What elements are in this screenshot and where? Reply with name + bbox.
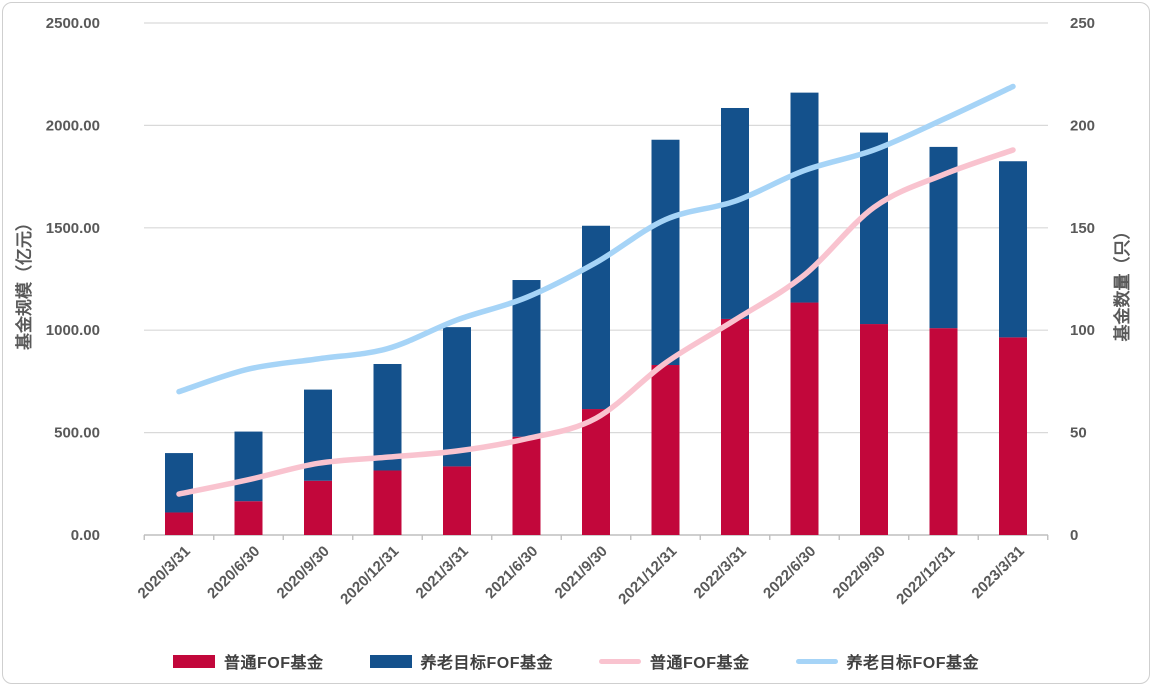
legend-item-bar-putong: 普通FOF基金 [173, 649, 324, 673]
bar-segment-putong-fof [165, 512, 193, 535]
left-axis-tick-label: 0.00 [71, 527, 100, 544]
right-axis-tick-label: 100 [1070, 322, 1095, 339]
bar-segment-yanglao-fof [443, 327, 471, 467]
bar-segment-yanglao-fof [721, 107, 749, 319]
legend-skyblue-line-swatch [795, 658, 838, 664]
legend-label: 普通FOF基金 [650, 655, 750, 672]
legend-item-line-yanglao: 养老目标FOF基金 [795, 649, 980, 673]
bar-segment-yanglao-fof [582, 225, 610, 410]
x-axis-category-label: 2020/3/31 [135, 543, 194, 602]
bar-segment-yanglao-fof [165, 453, 193, 513]
x-axis-category-label: 2020/9/30 [274, 543, 333, 602]
line-putong-fof-count [176, 147, 1016, 497]
bar-segment-putong-fof [721, 318, 749, 535]
right-axis-tick-label: 250 [1070, 15, 1095, 32]
x-axis-category-label: 2020/12/31 [337, 543, 402, 608]
left-axis-tick-label: 1000.00 [46, 322, 100, 339]
bar-segment-putong-fof [790, 302, 819, 535]
x-axis-category-label: 2021/6/30 [482, 543, 541, 602]
bar-segment-yanglao-fof [512, 280, 541, 437]
x-axis-category-label: 2021/12/31 [615, 543, 680, 608]
legend-label: 养老目标FOF基金 [846, 655, 979, 672]
bar-segment-yanglao-fof [651, 139, 680, 366]
right-axis-tick-label: 150 [1070, 220, 1095, 237]
bar-segment-putong-fof [373, 470, 402, 535]
bar-segment-yanglao-fof [373, 363, 402, 471]
bar-segment-yanglao-fof [790, 92, 819, 303]
legend-red-bar-swatch [173, 654, 215, 668]
x-axis-category-label: 2020/6/30 [204, 543, 263, 602]
left-axis-tick-label: 500.00 [54, 425, 100, 442]
right-axis-title: 基金数量（只） [1112, 223, 1132, 343]
legend-item-bar-yanglao: 养老目标FOF基金 [369, 649, 554, 673]
x-axis-category-label: 2022/6/30 [760, 543, 819, 602]
x-axis-category-label: 2023/3/31 [969, 543, 1028, 602]
right-axis-tick-label: 50 [1070, 425, 1087, 442]
x-axis-category-label: 2022/9/30 [830, 543, 889, 602]
x-axis-category-label: 2022/12/31 [893, 543, 958, 608]
bar-segment-putong-fof [304, 480, 332, 535]
bar-segment-putong-fof [929, 328, 958, 535]
left-axis-tick-label: 2000.00 [46, 117, 100, 134]
legend-pink-line-swatch [599, 658, 641, 664]
right-axis-tick-label: 0 [1070, 527, 1078, 544]
bar-segment-putong-fof [999, 337, 1027, 535]
line-yanglao-fof-count [176, 83, 1016, 395]
bar-segment-yanglao-fof [860, 132, 888, 325]
legend-label: 普通FOF基金 [224, 655, 324, 672]
right-axis-tick-label: 200 [1070, 117, 1095, 134]
legend-item-line-putong: 普通FOF基金 [599, 649, 750, 673]
left-axis-title: 基金规模（亿元） [14, 214, 34, 351]
bar-segment-yanglao-fof [234, 431, 263, 502]
x-axis-category-label: 2021/9/30 [552, 543, 611, 602]
chart-legend: 普通FOF基金 养老目标FOF基金 普通FOF基金 养老目标FOF基金 [0, 644, 1152, 678]
bar-segment-putong-fof [443, 466, 471, 535]
bar-segment-putong-fof [582, 409, 610, 535]
x-axis-category-label: 2021/3/31 [413, 543, 472, 602]
legend-blue-bar-swatch [369, 654, 412, 668]
left-axis-tick-label: 1500.00 [46, 220, 100, 237]
bar-segment-yanglao-fof [999, 161, 1027, 338]
bar-segment-putong-fof [512, 436, 541, 535]
left-axis-tick-label: 2500.00 [46, 15, 100, 32]
bar-segment-putong-fof [234, 501, 263, 535]
bar-segment-putong-fof [860, 324, 888, 535]
legend-label: 养老目标FOF基金 [420, 655, 553, 672]
x-axis-category-label: 2022/3/31 [691, 543, 750, 602]
bar-segment-putong-fof [651, 365, 680, 535]
